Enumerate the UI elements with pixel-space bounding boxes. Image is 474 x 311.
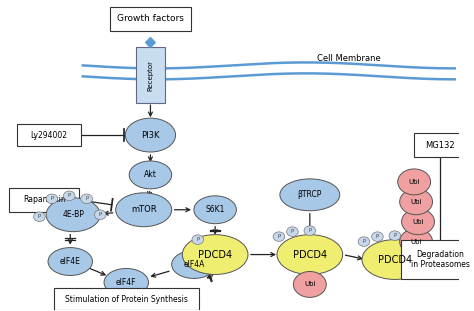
Text: Ubi: Ubi — [304, 281, 316, 287]
FancyBboxPatch shape — [9, 188, 79, 212]
Text: P: P — [376, 234, 379, 239]
FancyBboxPatch shape — [110, 7, 191, 30]
Ellipse shape — [46, 198, 100, 232]
FancyBboxPatch shape — [54, 288, 199, 310]
Ellipse shape — [182, 234, 248, 275]
Ellipse shape — [304, 226, 316, 235]
Text: P: P — [308, 228, 311, 233]
Polygon shape — [146, 38, 155, 48]
Text: Ubi: Ubi — [409, 179, 420, 185]
Ellipse shape — [362, 239, 428, 280]
Text: Degradation
in Proteasomes: Degradation in Proteasomes — [411, 250, 470, 269]
Ellipse shape — [34, 212, 45, 221]
Text: Ubi: Ubi — [410, 199, 422, 205]
Ellipse shape — [192, 235, 203, 244]
Ellipse shape — [400, 189, 432, 215]
Text: PDCD4: PDCD4 — [378, 254, 412, 265]
FancyBboxPatch shape — [136, 48, 165, 103]
Ellipse shape — [48, 248, 92, 276]
Text: Rapamycin: Rapamycin — [23, 195, 65, 204]
Ellipse shape — [287, 227, 298, 236]
Text: PDCD4: PDCD4 — [198, 249, 232, 260]
Text: Akt: Akt — [144, 170, 157, 179]
Text: S6K1: S6K1 — [205, 205, 225, 214]
Ellipse shape — [64, 191, 75, 201]
Ellipse shape — [398, 169, 430, 195]
Ellipse shape — [94, 210, 106, 220]
Text: P: P — [196, 237, 200, 242]
FancyBboxPatch shape — [401, 239, 474, 280]
Text: PI3K: PI3K — [141, 131, 160, 140]
Text: P: P — [85, 196, 88, 201]
Ellipse shape — [273, 232, 285, 241]
Ellipse shape — [372, 232, 383, 241]
Text: Ubi: Ubi — [412, 219, 424, 225]
Ellipse shape — [46, 194, 58, 204]
Text: P: P — [291, 229, 294, 234]
Text: PDCD4: PDCD4 — [293, 249, 327, 260]
Ellipse shape — [194, 196, 237, 224]
Text: eIF4A: eIF4A — [183, 260, 205, 269]
Text: βTRCP: βTRCP — [298, 190, 322, 199]
Ellipse shape — [280, 179, 340, 211]
Ellipse shape — [389, 231, 401, 240]
FancyBboxPatch shape — [414, 133, 466, 157]
Ellipse shape — [293, 272, 326, 297]
Text: P: P — [68, 193, 71, 198]
Ellipse shape — [277, 234, 343, 275]
Text: P: P — [38, 214, 41, 219]
FancyBboxPatch shape — [17, 124, 81, 146]
Text: MG132: MG132 — [426, 141, 455, 150]
Text: P: P — [277, 234, 281, 239]
Ellipse shape — [125, 118, 175, 152]
Text: Growth factors: Growth factors — [117, 14, 184, 23]
Text: eIF4E: eIF4E — [60, 257, 81, 266]
Ellipse shape — [81, 194, 92, 204]
Text: Stimulation of Protein Synthesis: Stimulation of Protein Synthesis — [65, 295, 188, 304]
Text: P: P — [393, 233, 396, 238]
Ellipse shape — [104, 268, 148, 296]
Text: P: P — [362, 239, 365, 244]
Text: Cell Membrane: Cell Membrane — [317, 54, 380, 63]
Text: 4E-BP: 4E-BP — [62, 210, 84, 219]
Text: Ly294002: Ly294002 — [30, 131, 67, 140]
Text: P: P — [99, 212, 102, 217]
Ellipse shape — [116, 193, 172, 227]
Ellipse shape — [129, 161, 172, 189]
Text: P: P — [50, 196, 54, 201]
Ellipse shape — [401, 209, 435, 234]
Ellipse shape — [172, 251, 216, 278]
Text: Ubi: Ubi — [410, 239, 422, 245]
Ellipse shape — [358, 237, 370, 246]
Text: mTOR: mTOR — [131, 205, 156, 214]
Ellipse shape — [400, 229, 432, 255]
Text: eIF4F: eIF4F — [116, 278, 137, 287]
Text: Receptor: Receptor — [147, 60, 154, 91]
